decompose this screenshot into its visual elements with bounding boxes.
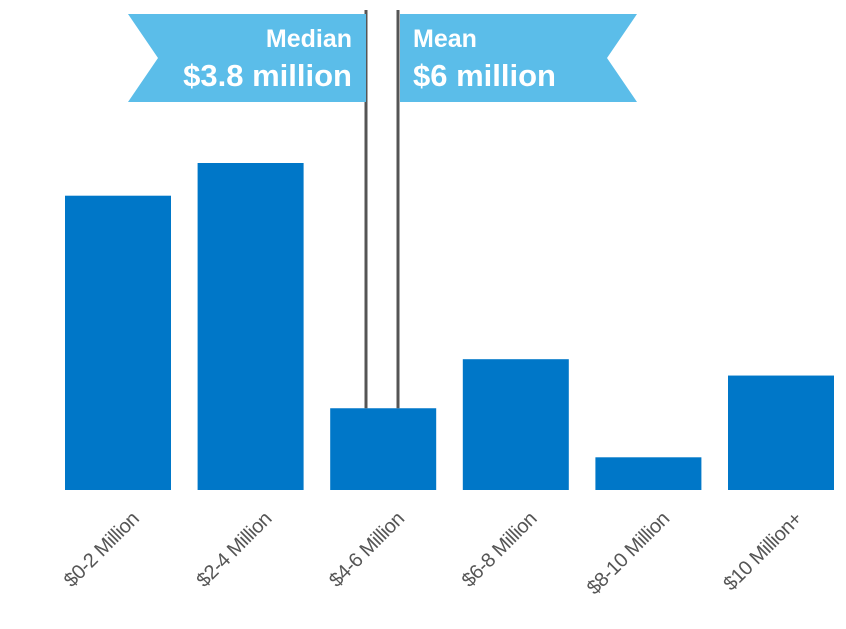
bars-group xyxy=(65,163,834,490)
bar-1 xyxy=(197,163,304,490)
bar-2 xyxy=(330,408,437,490)
median-banner xyxy=(128,14,366,102)
x-tick-label-5: $10 Million+ xyxy=(719,508,806,595)
x-axis-tick-labels: $0-2 Million $2-4 Million $4-6 Million $6-8… xyxy=(60,508,807,599)
x-tick-label-2: $4-6 Million xyxy=(325,508,409,592)
x-tick-label-3: $6-8 Million xyxy=(458,508,542,592)
bar-4 xyxy=(595,457,702,490)
median-label: Median xyxy=(266,25,352,53)
x-tick-label-1: $2-4 Million xyxy=(193,508,277,592)
mean-banner xyxy=(400,14,637,102)
x-tick-label-0: $0-2 Million xyxy=(60,508,144,592)
bar-0 xyxy=(65,195,171,490)
bar-3 xyxy=(462,359,569,490)
bar-5 xyxy=(728,375,834,490)
x-tick-label-4: $8-10 Million xyxy=(583,508,674,599)
mean-value: $6 million xyxy=(413,58,556,93)
mean-label: Mean xyxy=(413,25,477,53)
median-value: $3.8 million xyxy=(183,58,352,93)
